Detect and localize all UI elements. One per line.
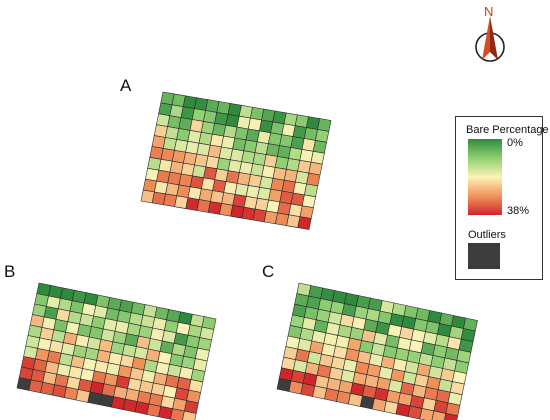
plot-b-cell: [182, 410, 197, 420]
plot-c-cell: [348, 393, 363, 407]
plot-a-cell: [301, 194, 316, 209]
plot-a-cell: [317, 118, 332, 132]
plot-b-label: B: [4, 262, 16, 281]
plot-b-cell: [170, 408, 185, 420]
legend: Bare Percentage 0% 38% Outliers: [455, 116, 549, 280]
plot-c-cell: [276, 378, 292, 392]
plot-a-cell: [297, 216, 312, 230]
plot-a-cell: [315, 129, 330, 143]
plot-a-grid: [140, 91, 332, 230]
legend-min-label: 0%: [507, 137, 523, 149]
legend-gradient-bar: [468, 139, 502, 215]
plot-a-cell: [308, 161, 323, 176]
plot-c-cell: [359, 395, 375, 410]
plot-c-cell: [431, 410, 447, 420]
plot-a-label: A: [120, 76, 132, 95]
plot-c-cell: [288, 380, 304, 395]
north-letter: N: [484, 4, 493, 19]
plot-c-cell: [371, 398, 387, 412]
plot-a-cell: [310, 150, 325, 165]
plot-a-cell: [312, 140, 327, 154]
plot-c-cell: [383, 400, 399, 415]
plot-c-cell: [300, 383, 316, 397]
plot-c-cell: [324, 388, 340, 402]
plot-c-cell: [419, 408, 435, 420]
legend-max-label: 38%: [507, 205, 530, 217]
plot-c-cell: [407, 405, 423, 420]
plot-c-label: C: [262, 262, 275, 281]
plot-c-grid: [276, 282, 478, 420]
plot-c-cell: [444, 413, 459, 420]
plot-a-cell: [304, 183, 319, 198]
plot-c-cell: [312, 385, 328, 400]
plot-c-cell: [336, 390, 351, 405]
plot-a-cell: [299, 205, 314, 219]
plot-c-cell: [395, 403, 411, 417]
legend-title: Bare Percentage: [466, 124, 549, 136]
legend-outlier-swatch: [468, 243, 500, 269]
plot-a-cell: [306, 172, 321, 187]
plot-b-grid: [16, 282, 217, 420]
north-arrow-icon: N: [475, 4, 505, 62]
legend-outlier-label: Outliers: [468, 229, 506, 241]
